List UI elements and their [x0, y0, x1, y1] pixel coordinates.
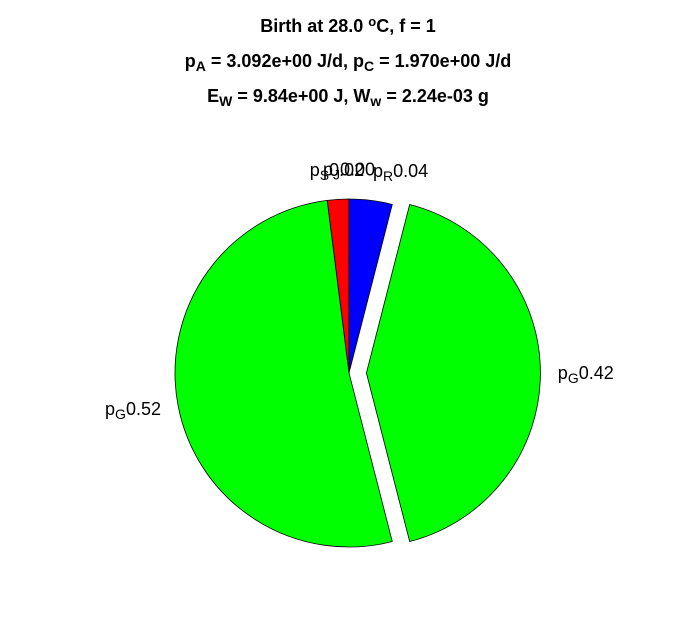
title-text: = 2.24e-03 g: [381, 86, 489, 106]
label-name: p: [105, 399, 115, 419]
subscript: w: [369, 93, 381, 109]
subscript: A: [196, 58, 206, 74]
subscript: C: [364, 58, 374, 74]
title-text: E: [207, 86, 219, 106]
slice-label: pJ0.00: [323, 160, 375, 183]
label-value: 0.04: [393, 161, 428, 181]
label-sub: R: [383, 168, 393, 184]
label-value: 0.02: [329, 160, 364, 180]
label-sub: G: [568, 370, 579, 386]
title-text: p: [185, 51, 196, 71]
label-name: p: [323, 160, 333, 180]
slice-label: pS0.02: [310, 160, 364, 183]
title-text: = 1.970e+00 J/d: [374, 51, 511, 71]
chart-title: Birth at 28.0 oC, f = 1: [260, 14, 436, 36]
title-text: = 3.092e+00 J/d, p: [206, 51, 364, 71]
label-name: p: [310, 160, 320, 180]
slice-label: pG0.52: [105, 399, 161, 422]
title-text: Birth at 28.0: [260, 16, 368, 36]
title-text: C, f = 1: [376, 16, 436, 36]
pie-slice: [365, 203, 541, 543]
pie-slice: [174, 199, 393, 548]
label-value: 0.42: [579, 363, 614, 383]
slice-label: pG0.42: [558, 363, 614, 386]
label-sub: S: [320, 167, 329, 183]
title-text: = 9.84e+00 J, W: [232, 86, 370, 106]
label-sub: G: [115, 406, 126, 422]
title-block: Birth at 28.0 oC, f = 1 pA = 3.092e+00 J/…: [185, 14, 511, 109]
subscript: W: [219, 93, 233, 109]
label-name: p: [558, 363, 568, 383]
label-name: p: [373, 161, 383, 181]
pie: [174, 198, 541, 548]
superscript: o: [368, 14, 376, 29]
label-value: 0.00: [340, 160, 375, 180]
chart-title: EW = 9.84e+00 J, Ww = 2.24e-03 g: [207, 86, 489, 109]
slice-label: pR0.04: [373, 161, 428, 184]
label-value: 0.52: [126, 399, 161, 419]
label-sub: J: [333, 167, 340, 183]
chart-title: pA = 3.092e+00 J/d, pC = 1.970e+00 J/d: [185, 51, 511, 74]
